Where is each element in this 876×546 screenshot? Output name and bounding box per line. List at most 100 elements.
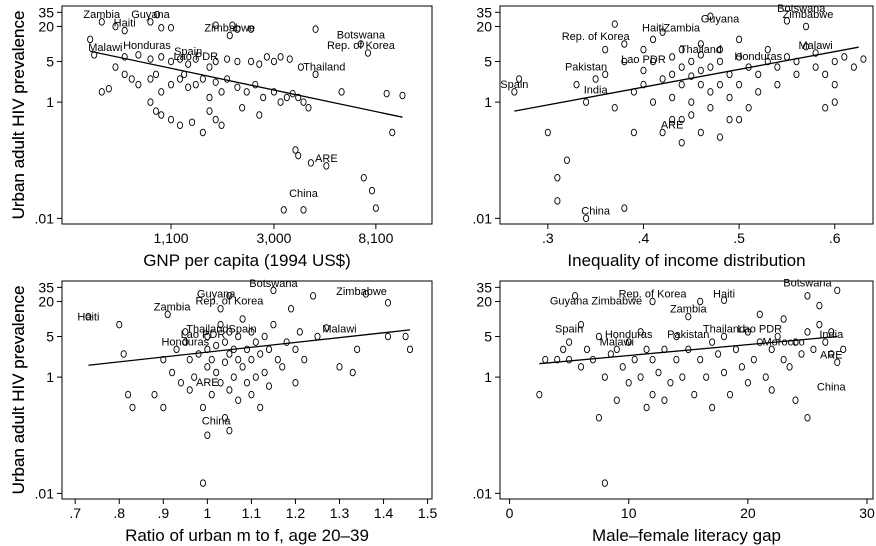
data-point [206, 63, 213, 71]
data-point [678, 63, 685, 71]
point-label: ARE [315, 153, 338, 165]
data-point [673, 332, 680, 341]
x-tick-label: .3 [542, 230, 554, 246]
point-label: Honduras [123, 40, 171, 52]
point-label: ARE [661, 119, 684, 131]
data-point [716, 45, 724, 54]
data-point [688, 111, 695, 119]
data-point [669, 93, 676, 102]
y-tick-label: 1 [484, 369, 492, 385]
x-tick-label: 1 [203, 505, 211, 521]
data-point [307, 159, 314, 167]
y-tick-label: 5 [46, 328, 54, 344]
data-point [312, 25, 319, 33]
data-point [640, 80, 647, 89]
data-point [595, 332, 602, 341]
data-point [263, 53, 270, 61]
data-point [300, 206, 307, 214]
data-point [252, 80, 259, 89]
data-point [709, 403, 716, 412]
y-tick-label: 20 [38, 293, 54, 309]
data-point [716, 80, 724, 89]
data-point [185, 60, 192, 68]
x-tick-label: .8 [113, 505, 125, 521]
data-point [176, 55, 184, 63]
data-point [834, 358, 841, 367]
point-label: Rep. of Korea [195, 296, 264, 308]
point-label: Guyana [550, 296, 589, 308]
data-point [786, 363, 793, 371]
x-tick-label: 1.5 [418, 505, 438, 521]
data-point [176, 121, 184, 129]
data-point [186, 355, 193, 364]
data-point [621, 40, 628, 48]
data-point [169, 368, 176, 377]
data-point [212, 78, 219, 86]
data-point [248, 25, 255, 33]
data-point [177, 378, 184, 387]
data-point [563, 156, 570, 164]
data-point [745, 63, 752, 71]
data-point [270, 88, 278, 96]
point-label: Thailand [303, 61, 345, 73]
data-point [338, 88, 345, 96]
data-point [226, 386, 233, 394]
data-point [583, 345, 591, 354]
data-point [252, 338, 259, 346]
data-point [720, 332, 728, 341]
data-point [199, 403, 207, 412]
data-point [357, 40, 364, 48]
y-tick-label: .01 [473, 210, 493, 226]
data-point [774, 80, 781, 89]
data-point [226, 426, 233, 435]
data-point [583, 98, 590, 106]
data-point [716, 57, 724, 66]
data-point [310, 292, 317, 300]
x-axis-title: Male–female literacy gap [592, 526, 781, 545]
data-point [243, 345, 251, 354]
data-point [128, 75, 135, 83]
data-point [212, 21, 219, 29]
point-label: Guyana [197, 288, 236, 300]
data-point [167, 80, 175, 89]
data-point [812, 63, 819, 71]
data-point [649, 355, 656, 364]
data-point [243, 88, 250, 96]
data-point [697, 51, 704, 59]
point-label: Morocco [763, 336, 805, 348]
x-tick-label: .6 [829, 230, 841, 246]
data-point [185, 83, 192, 92]
data-point [697, 297, 704, 306]
x-tick-label: 1,100 [154, 230, 189, 246]
data-point [270, 320, 277, 329]
data-point [121, 53, 128, 61]
data-point [640, 45, 647, 54]
x-tick-label: .9 [157, 505, 169, 521]
data-point [116, 320, 123, 329]
data-point [98, 88, 105, 96]
data-point [661, 396, 668, 404]
point-label: China [289, 188, 319, 200]
point-label: Spain [555, 323, 583, 335]
data-point [511, 88, 518, 96]
data-point [112, 63, 119, 71]
data-point [289, 89, 296, 98]
data-point [296, 328, 303, 336]
plot-frame [61, 5, 433, 225]
data-point [314, 332, 321, 341]
data-point [105, 84, 112, 93]
data-point [720, 368, 728, 377]
y-tick-label: 5 [484, 328, 492, 344]
point-label: Botswana [783, 277, 832, 289]
point-label: India [819, 329, 844, 341]
data-point [601, 479, 608, 487]
fit-line [539, 335, 838, 365]
data-point [292, 146, 299, 154]
data-point [230, 345, 237, 354]
data-point [798, 350, 805, 358]
point-label: China [581, 205, 611, 217]
data-point [248, 355, 255, 364]
data-point [235, 396, 242, 404]
data-point [637, 373, 644, 381]
